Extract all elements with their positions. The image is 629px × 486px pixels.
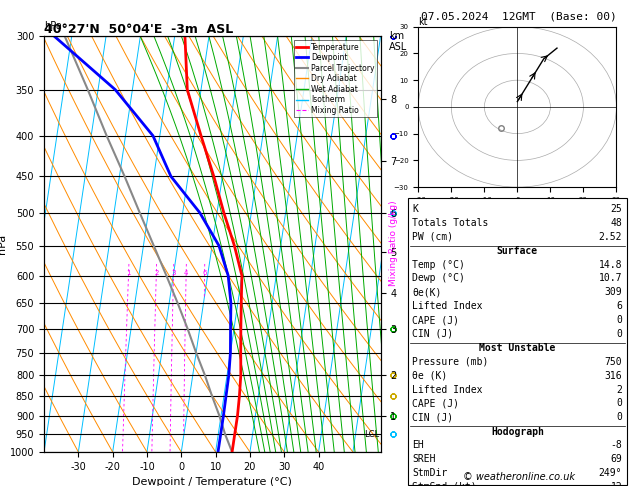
Text: Temp (°C): Temp (°C) — [413, 260, 465, 270]
Text: PW (cm): PW (cm) — [413, 232, 454, 242]
Text: EH: EH — [413, 440, 424, 450]
Text: 2.52: 2.52 — [599, 232, 622, 242]
Legend: Temperature, Dewpoint, Parcel Trajectory, Dry Adiabat, Wet Adiabat, Isotherm, Mi: Temperature, Dewpoint, Parcel Trajectory… — [294, 40, 377, 117]
Text: 48: 48 — [611, 218, 622, 228]
Text: 0: 0 — [616, 329, 622, 339]
FancyBboxPatch shape — [408, 198, 626, 485]
Text: 3: 3 — [171, 270, 175, 276]
Text: Mixing Ratio (g/kg): Mixing Ratio (g/kg) — [389, 200, 398, 286]
Text: 0: 0 — [616, 412, 622, 422]
Text: 750: 750 — [604, 357, 622, 367]
Text: Lifted Index: Lifted Index — [413, 301, 483, 311]
X-axis label: Dewpoint / Temperature (°C): Dewpoint / Temperature (°C) — [132, 477, 292, 486]
Text: km
ASL: km ASL — [389, 31, 407, 52]
Text: 309: 309 — [604, 287, 622, 297]
Text: Pressure (mb): Pressure (mb) — [413, 357, 489, 367]
Text: 2: 2 — [154, 270, 159, 276]
Text: 6: 6 — [616, 301, 622, 311]
Text: θe (K): θe (K) — [413, 371, 448, 381]
Text: CAPE (J): CAPE (J) — [413, 399, 459, 408]
Text: 2: 2 — [616, 384, 622, 395]
Text: 25: 25 — [611, 204, 622, 214]
Text: 14.8: 14.8 — [599, 260, 622, 270]
Text: CIN (J): CIN (J) — [413, 329, 454, 339]
Text: 12: 12 — [611, 482, 622, 486]
Text: CIN (J): CIN (J) — [413, 412, 454, 422]
Text: Surface: Surface — [497, 246, 538, 256]
Text: SREH: SREH — [413, 454, 436, 464]
Text: 4: 4 — [184, 270, 188, 276]
Text: 07.05.2024  12GMT  (Base: 00): 07.05.2024 12GMT (Base: 00) — [421, 11, 617, 21]
Text: 316: 316 — [604, 371, 622, 381]
Text: LCL: LCL — [364, 430, 379, 439]
Text: -8: -8 — [611, 440, 622, 450]
Text: © weatheronline.co.uk: © weatheronline.co.uk — [463, 472, 575, 482]
Text: kt: kt — [418, 17, 428, 27]
Text: θe(K): θe(K) — [413, 287, 442, 297]
Text: Most Unstable: Most Unstable — [479, 344, 555, 353]
Text: CAPE (J): CAPE (J) — [413, 315, 459, 325]
Text: 1: 1 — [126, 270, 131, 276]
Text: Lifted Index: Lifted Index — [413, 384, 483, 395]
Y-axis label: hPa: hPa — [0, 234, 7, 254]
Text: 6: 6 — [203, 270, 207, 276]
Text: StmSpd (kt): StmSpd (kt) — [413, 482, 477, 486]
Text: 0: 0 — [616, 399, 622, 408]
Text: 0: 0 — [616, 315, 622, 325]
Text: StmDir: StmDir — [413, 468, 448, 478]
Text: K: K — [413, 204, 418, 214]
Text: Dewp (°C): Dewp (°C) — [413, 274, 465, 283]
Text: hPa: hPa — [44, 20, 62, 31]
Text: 10.7: 10.7 — [599, 274, 622, 283]
Text: 40°27'N  50°04'E  -3m  ASL: 40°27'N 50°04'E -3m ASL — [44, 23, 233, 36]
Text: Totals Totals: Totals Totals — [413, 218, 489, 228]
Text: Hodograph: Hodograph — [491, 427, 544, 437]
Text: 69: 69 — [611, 454, 622, 464]
Text: 249°: 249° — [599, 468, 622, 478]
